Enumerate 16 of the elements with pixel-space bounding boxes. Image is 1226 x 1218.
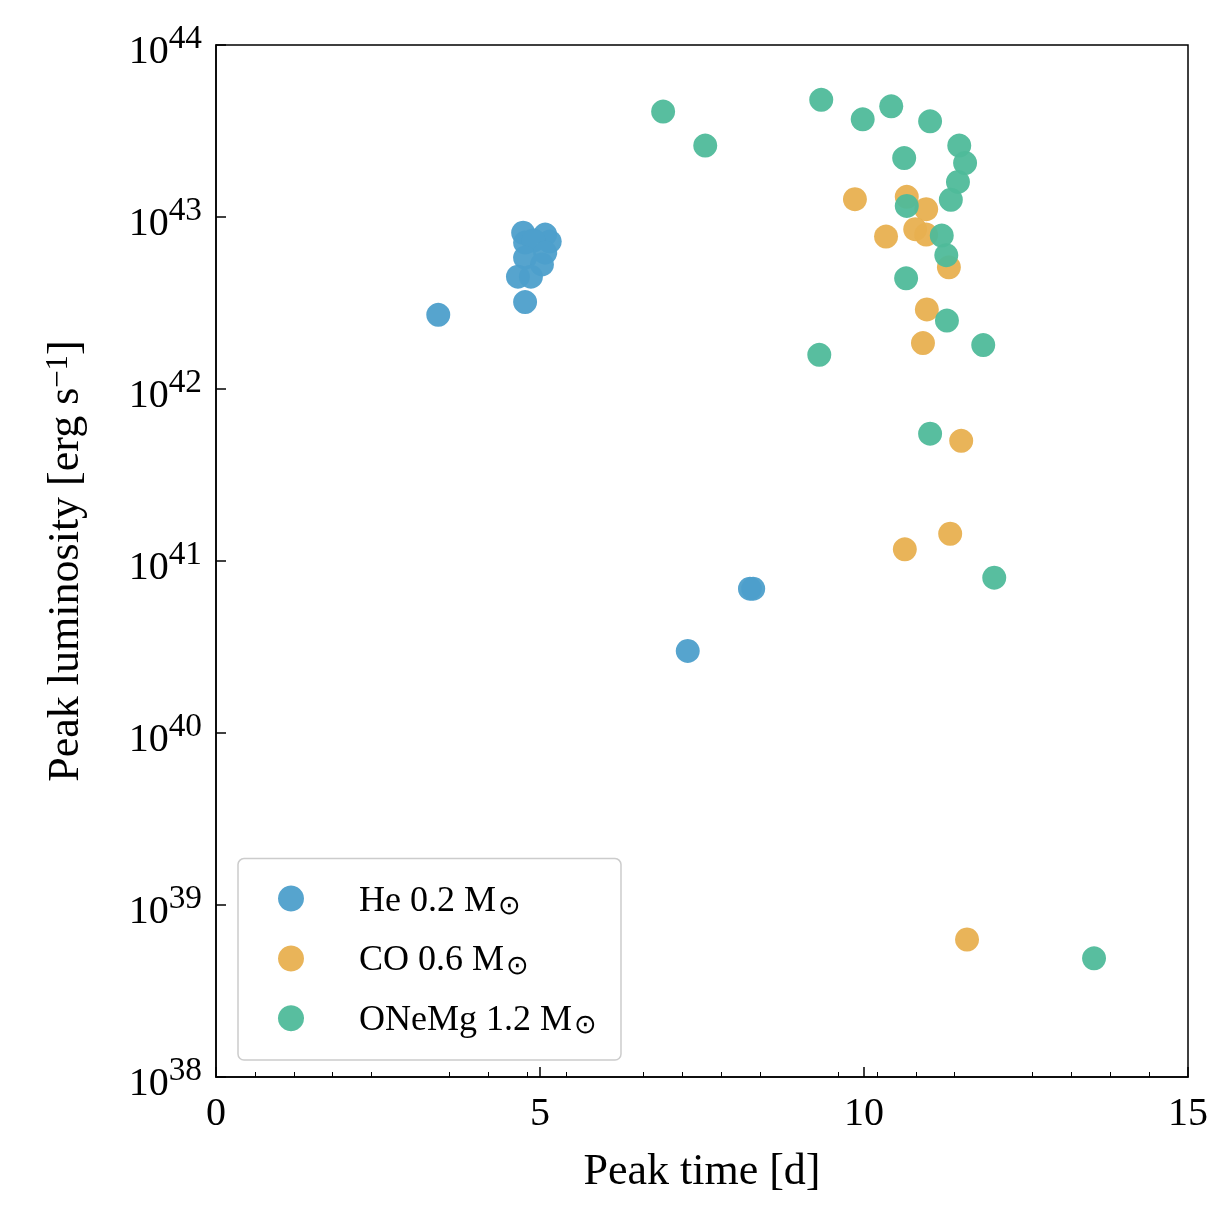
legend-label: CO 0.6 M⊙ <box>359 938 530 980</box>
y-tick-label: 10$^{38}$ <box>128 1050 202 1104</box>
y-axis-title: Peak luminosity [erg s−1] <box>39 340 89 782</box>
legend-label: ONeMg 1.2 M⊙ <box>359 998 597 1040</box>
x-tick-label: 15 <box>1168 1088 1208 1134</box>
x-tick-label: 10 <box>844 1088 884 1134</box>
y-tick-label: 10$^{44}$ <box>128 18 202 72</box>
y-tick-label: 10$^{43}$ <box>128 190 202 244</box>
y-tick-label: 10$^{40}$ <box>128 706 202 760</box>
x-tick-label: 5 <box>530 1088 550 1134</box>
legend-label: He 0.2 M⊙ <box>359 878 521 920</box>
y-tick-label: 10$^{41}$ <box>128 534 202 588</box>
x-tick-label: 0 <box>206 1088 226 1134</box>
y-tick-label: 10$^{39}$ <box>128 878 202 932</box>
x-axis-title: Peak time [d] <box>583 1144 821 1194</box>
y-tick-label: 10$^{42}$ <box>128 362 202 416</box>
